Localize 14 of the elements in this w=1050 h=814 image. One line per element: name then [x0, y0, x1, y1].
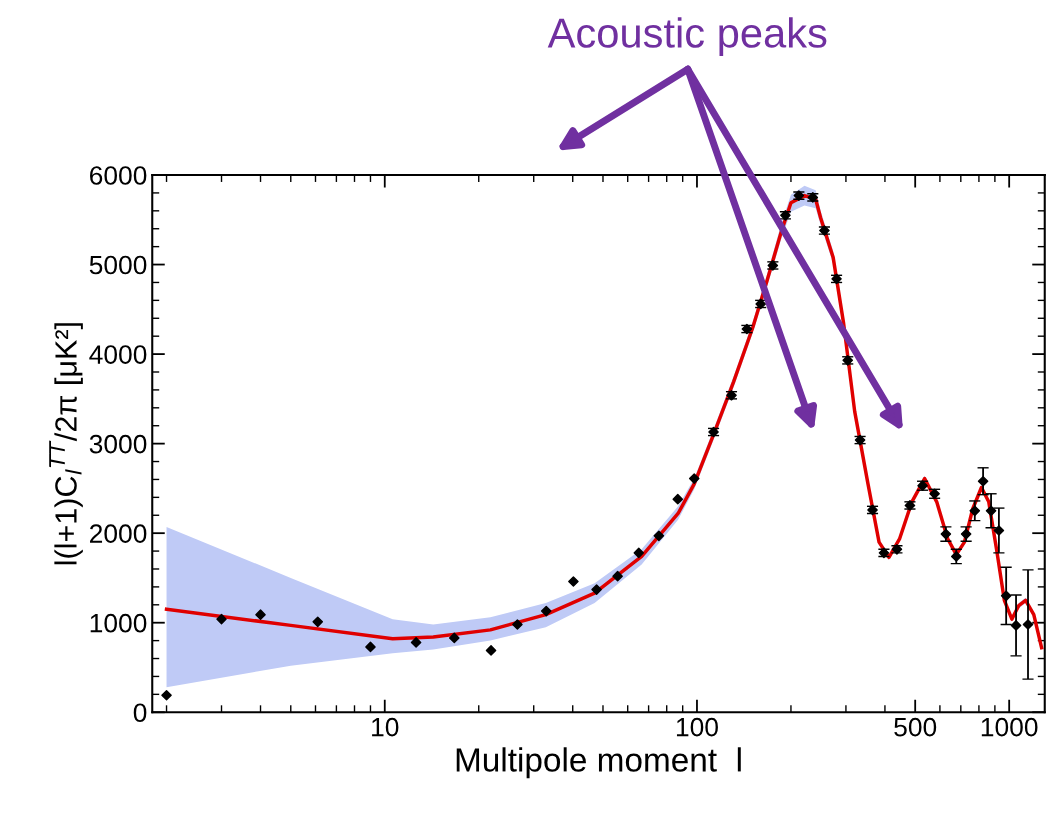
y-tick-label: 2000: [90, 524, 147, 543]
x-tick-label: 100: [676, 717, 718, 737]
y-tick-label: 3000: [89, 434, 147, 454]
y-tick-label: 6000: [90, 166, 147, 185]
x-tick-label: 10: [372, 717, 399, 737]
x-tick-label: 500: [894, 717, 937, 737]
y-axis-title: l(l+1)C$_{l}$$^{TT}$/2π [μK²]: [49, 323, 83, 565]
x-axis-title: Multipole moment l: [456, 747, 741, 779]
x-tick-label: 1000: [981, 717, 1038, 737]
y-tick-label: 0: [133, 703, 147, 723]
y-tick-label: 4000: [89, 345, 147, 364]
text: Acoustic peaks: [547, 17, 827, 57]
y-tick-label: 5000: [89, 255, 147, 275]
y-tick-label: 1000: [90, 613, 147, 633]
